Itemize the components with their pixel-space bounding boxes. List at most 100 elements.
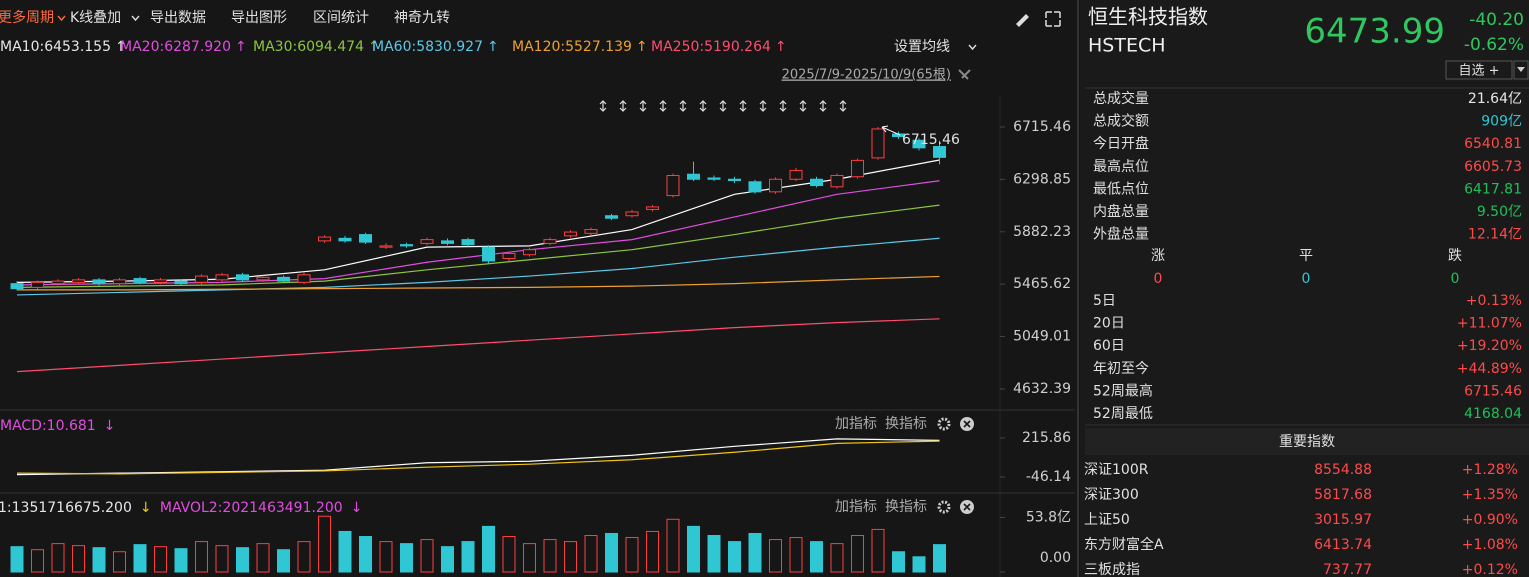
ma-legend: MA10:6453.155 <box>0 39 111 55</box>
candle-body <box>400 244 413 247</box>
signal-arrow <box>719 100 727 112</box>
price-axis-label: 5465.62 <box>1013 276 1071 292</box>
indicator-button[interactable]: 换指标 <box>885 498 927 515</box>
macd-axis-label: 215.86 <box>1022 430 1071 446</box>
high-marker: 6715.46 <box>902 132 960 148</box>
candle-body <box>933 146 946 158</box>
candle-body <box>728 178 741 182</box>
candle-body <box>236 274 249 281</box>
ma-line <box>17 275 940 291</box>
volume-bar <box>482 525 495 573</box>
draw-icon[interactable] <box>1016 14 1029 27</box>
volume-bar <box>154 546 167 573</box>
index-header: 重要指数 <box>1279 434 1335 450</box>
chevron <box>968 44 977 51</box>
candle-body <box>10 283 24 290</box>
candle-body <box>441 240 454 244</box>
breadth-value: 0 <box>1154 271 1163 287</box>
candle-body <box>789 169 803 180</box>
candle-body <box>154 279 167 283</box>
volume-bar <box>51 543 65 573</box>
toolbar-item[interactable]: 导出图形 <box>231 10 287 26</box>
ma-arrow: ↑ <box>775 39 787 55</box>
last-price: 6473.99 <box>1304 12 1445 52</box>
macd-line <box>16 440 940 475</box>
toolbar-item[interactable]: 区间统计 <box>313 10 369 26</box>
watch-button[interactable]: 自选 + <box>1458 64 1499 79</box>
fullscreen-icon[interactable] <box>1045 11 1061 27</box>
volume-bar <box>92 547 106 573</box>
signal-arrow <box>779 100 787 112</box>
index-row-name[interactable]: 三板成指 <box>1084 562 1140 577</box>
index-row-name[interactable]: 东方财富全A <box>1084 536 1164 553</box>
settings-icon[interactable] <box>937 500 951 514</box>
macd-axis-label: -46.14 <box>1026 469 1071 485</box>
candle-body <box>605 215 618 219</box>
return-value: 4168.04 <box>1464 406 1522 422</box>
volume-bar <box>933 544 946 573</box>
period-menu[interactable]: 更多周期 <box>0 9 54 26</box>
quote-panel <box>1080 0 1529 577</box>
watch-button-border[interactable] <box>1445 60 1513 80</box>
candle-body <box>523 249 536 256</box>
candle-body <box>502 252 516 259</box>
ma-arrow: ↑ <box>368 39 380 55</box>
volume-bar <box>666 518 680 573</box>
volume-bar <box>789 537 803 573</box>
ma-legend: MA30:6094.474 <box>253 39 364 55</box>
breadth-value: 0 <box>1302 271 1311 287</box>
volume-bar <box>31 549 44 573</box>
ma-arrow: ↑ <box>487 39 499 55</box>
return-label: 52周最高 <box>1093 382 1153 399</box>
ma-settings[interactable]: 设置均线 <box>894 39 950 55</box>
date-range[interactable]: 2025/7/9-2025/10/9(65根) <box>782 68 951 83</box>
chevron <box>57 15 66 22</box>
signal-arrow <box>759 100 767 112</box>
volume-bar <box>646 530 659 573</box>
volume-bar <box>912 556 926 573</box>
signal-arrow <box>819 100 827 112</box>
ma-legend: MA60:5830.927 <box>372 39 483 55</box>
return-value: +19.20% <box>1457 338 1522 354</box>
ma-line <box>16 159 940 283</box>
volume-bar <box>420 539 434 573</box>
volume-bar <box>543 539 557 573</box>
volume-bar <box>687 525 700 573</box>
chevron <box>131 15 140 22</box>
toolbar-item[interactable]: K线叠加 <box>70 10 121 26</box>
indicator-button[interactable]: 加指标 <box>835 416 877 432</box>
watch-dropdown[interactable] <box>1513 60 1529 80</box>
settings-icon[interactable] <box>937 417 951 431</box>
indicator-button[interactable]: 加指标 <box>835 499 877 515</box>
toolbar-item[interactable]: 神奇九转 <box>394 9 450 26</box>
stat-value: 9.50亿 <box>1477 204 1522 220</box>
index-row-price: 6413.74 <box>1314 537 1372 553</box>
dropdown-arrow <box>1517 67 1525 72</box>
index-row-name[interactable]: 深证300 <box>1084 487 1139 503</box>
candle-body <box>769 178 782 193</box>
volume-legend: MAVOL2:2021463491.200 <box>160 500 343 516</box>
candle-body <box>564 231 577 237</box>
volume-bar <box>236 547 249 573</box>
volume-arrow: ↓ <box>140 500 152 516</box>
candle-body <box>584 229 598 234</box>
candle-body <box>256 276 270 281</box>
index-row-name[interactable]: 上证50 <box>1084 512 1130 528</box>
toolbar-item[interactable]: 导出数据 <box>150 10 206 26</box>
indicator-button[interactable]: 换指标 <box>885 415 927 432</box>
volume-legend: 1:1351716675.200 <box>0 500 132 516</box>
volume-bar <box>564 541 577 573</box>
volume-bar <box>10 546 24 573</box>
signal-arrow <box>639 100 647 112</box>
signal-arrow <box>739 100 747 112</box>
index-row-name[interactable]: 深证100R <box>1084 462 1149 478</box>
pin-icon[interactable] <box>958 69 971 80</box>
ma-line <box>16 237 940 296</box>
stat-value: 6605.73 <box>1464 159 1522 175</box>
candle-body <box>543 239 557 244</box>
candle-body <box>748 181 762 193</box>
macd-line <box>16 438 940 476</box>
volume-bar <box>359 536 372 573</box>
signal-icons <box>599 100 847 112</box>
